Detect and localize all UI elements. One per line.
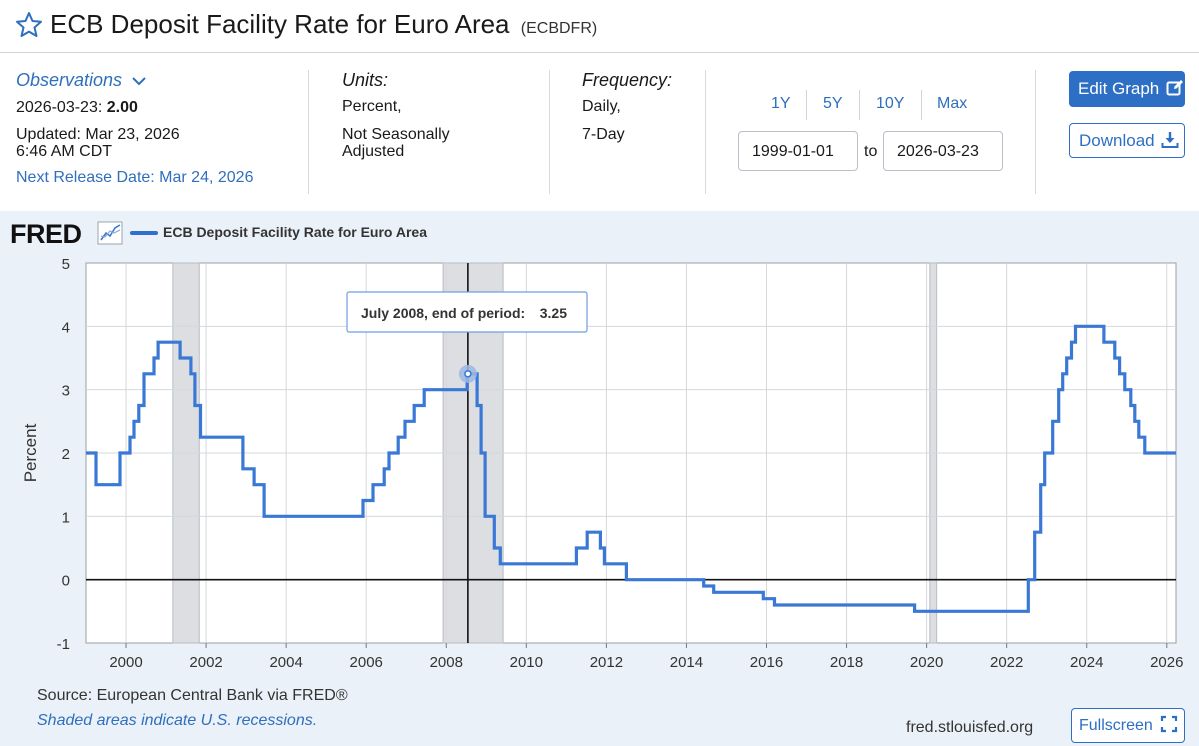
download-icon: [1161, 132, 1179, 148]
x-tick-label: 2000: [109, 654, 142, 671]
frequency-value-1: Daily,: [582, 98, 621, 115]
x-tick-label: 2010: [510, 654, 543, 671]
fullscreen-icon: [1161, 715, 1178, 733]
x-tick-label: 2008: [430, 654, 463, 671]
next-release-date[interactable]: Next Release Date: Mar 24, 2026: [16, 169, 254, 186]
updated-time: 6:46 AM CDT: [16, 143, 113, 160]
to-label: to: [864, 143, 878, 160]
range-1y-button[interactable]: 1Y: [771, 95, 791, 112]
observations-dropdown[interactable]: Observations: [16, 70, 147, 91]
hover-point[interactable]: [464, 370, 472, 378]
tooltip-value: 3.25: [540, 305, 567, 321]
x-tick-label: 2026: [1150, 654, 1183, 671]
range-max-button[interactable]: Max: [937, 95, 968, 112]
end-date-input[interactable]: 2026-03-23: [883, 131, 1003, 171]
y-tick-label: 1: [62, 509, 70, 526]
y-tick-label: 0: [62, 573, 70, 590]
observation-value: 2.00: [106, 99, 138, 116]
units-value-3: Adjusted: [342, 143, 405, 160]
series-line[interactable]: [86, 324, 1176, 613]
download-button[interactable]: Download: [1069, 123, 1185, 158]
fred-url: fred.stlouisfed.org: [906, 719, 1034, 736]
y-tick-label: 2: [62, 446, 70, 463]
series-id: (ECBDFR): [520, 20, 598, 37]
divider: [859, 90, 860, 120]
y-tick-label: 3: [62, 383, 70, 400]
fullscreen-button[interactable]: Fullscreen: [1071, 708, 1185, 743]
legend-entry: ECB Deposit Facility Rate for Euro Area: [163, 224, 427, 240]
x-tick-label: 2024: [1070, 654, 1103, 671]
y-tick-label: 4: [62, 319, 70, 336]
units-label: Units:: [342, 70, 389, 90]
y-tick-label: 5: [62, 256, 70, 273]
line-chart[interactable]: 5 4 3 2 1 0 -1 Percent 2000 2002 2004 2006 2008 2010…: [0, 240, 1199, 680]
download-label: Download: [1079, 131, 1155, 150]
tooltip-box: [346, 291, 588, 333]
frequency-label: Frequency:: [582, 70, 673, 90]
frequency-value-2: 7-Day: [582, 126, 625, 143]
recession-note: Shaded areas indicate U.S. recessions.: [37, 712, 318, 729]
divider: [806, 90, 807, 120]
fred-logo-text: FRED: [10, 219, 82, 248]
divider: [1035, 70, 1036, 194]
legend-swatch: [130, 231, 158, 235]
divider: [705, 70, 706, 194]
range-5y-button[interactable]: 5Y: [823, 95, 843, 112]
x-tick-label: 2006: [350, 654, 383, 671]
observation-date: 2026-03-23:: [16, 99, 103, 116]
x-tick-label: 2002: [189, 654, 222, 671]
series-title: ECB Deposit Facility Rate for Euro Area: [50, 9, 510, 39]
page-header: ECB Deposit Facility Rate for Euro Area …: [0, 0, 1199, 53]
x-tick-label: 2004: [269, 654, 302, 671]
chart-icon: [97, 221, 123, 245]
x-tick-label: 2022: [990, 654, 1023, 671]
chevron-down-icon: [132, 77, 146, 86]
edit-graph-label: Edit Graph: [1078, 79, 1160, 98]
latest-observation: 2026-03-23: 2.00: [16, 99, 138, 117]
fred-logo: FRED: [10, 218, 125, 253]
divider: [921, 90, 922, 120]
divider: [549, 70, 550, 194]
units-value-2: Not Seasonally: [342, 126, 450, 143]
updated-date: Updated: Mar 23, 2026: [16, 126, 180, 143]
units-value-1: Percent,: [342, 98, 402, 115]
edit-icon: [1166, 80, 1183, 96]
start-date-input[interactable]: 1999-01-01: [738, 131, 858, 171]
page-title: ECB Deposit Facility Rate for Euro Area …: [50, 9, 597, 40]
range-10y-button[interactable]: 10Y: [876, 95, 905, 112]
x-tick-label: 2020: [910, 654, 943, 671]
x-tick-label: 2014: [670, 654, 703, 671]
y-axis-label: Percent: [21, 423, 40, 482]
x-tick-label: 2018: [830, 654, 863, 671]
y-tick-label: -1: [57, 636, 70, 653]
x-tick-label: 2016: [750, 654, 783, 671]
divider: [308, 70, 309, 194]
fullscreen-label: Fullscreen: [1079, 717, 1153, 734]
star-icon[interactable]: [14, 10, 44, 40]
tooltip-label: July 2008, end of period:: [361, 305, 525, 321]
x-tick-label: 2012: [590, 654, 623, 671]
edit-graph-button[interactable]: Edit Graph: [1069, 71, 1185, 107]
source-note: Source: European Central Bank via FRED®: [37, 687, 348, 704]
observations-label: Observations: [16, 70, 123, 90]
